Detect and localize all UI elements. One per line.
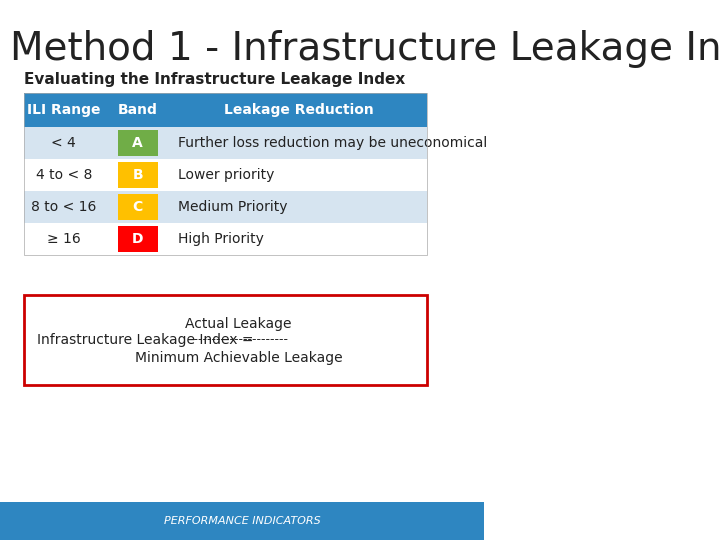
Text: Actual Leakage: Actual Leakage <box>185 317 292 331</box>
Text: Leakage Reduction: Leakage Reduction <box>224 103 374 117</box>
Text: Further loss reduction may be uneconomical: Further loss reduction may be uneconomic… <box>178 136 487 150</box>
FancyBboxPatch shape <box>6 442 87 497</box>
Text: ≥ 16: ≥ 16 <box>47 232 81 246</box>
Text: Minimum Achievable Leakage: Minimum Achievable Leakage <box>135 351 343 365</box>
Text: Medium Priority: Medium Priority <box>178 200 287 214</box>
FancyBboxPatch shape <box>0 502 484 540</box>
FancyBboxPatch shape <box>117 226 158 252</box>
Text: Evaluating the Infrastructure Leakage Index: Evaluating the Infrastructure Leakage In… <box>24 72 405 87</box>
Text: 8 to < 16: 8 to < 16 <box>31 200 96 214</box>
FancyBboxPatch shape <box>24 223 427 255</box>
Text: < 4: < 4 <box>51 136 76 150</box>
Text: D: D <box>132 232 143 246</box>
Text: Method 1 - Infrastructure Leakage Index: Method 1 - Infrastructure Leakage Index <box>10 30 720 68</box>
Text: C: C <box>132 200 143 214</box>
FancyBboxPatch shape <box>24 93 427 127</box>
FancyBboxPatch shape <box>117 130 158 156</box>
Text: Lower priority: Lower priority <box>178 168 274 182</box>
Text: 4 to < 8: 4 to < 8 <box>36 168 92 182</box>
FancyBboxPatch shape <box>24 159 427 191</box>
Text: High Priority: High Priority <box>178 232 264 246</box>
Text: PERFORMANCE INDICATORS: PERFORMANCE INDICATORS <box>163 516 320 526</box>
FancyBboxPatch shape <box>117 162 158 188</box>
FancyBboxPatch shape <box>24 295 427 385</box>
Text: ILI Range: ILI Range <box>27 103 101 117</box>
Text: Infrastructure Leakage Index =: Infrastructure Leakage Index = <box>37 333 253 347</box>
Text: A: A <box>132 136 143 150</box>
FancyBboxPatch shape <box>117 194 158 220</box>
Text: ----------------------: ---------------------- <box>189 334 288 347</box>
FancyBboxPatch shape <box>24 127 427 159</box>
Text: Band: Band <box>118 103 158 117</box>
Text: B: B <box>132 168 143 182</box>
FancyBboxPatch shape <box>24 191 427 223</box>
